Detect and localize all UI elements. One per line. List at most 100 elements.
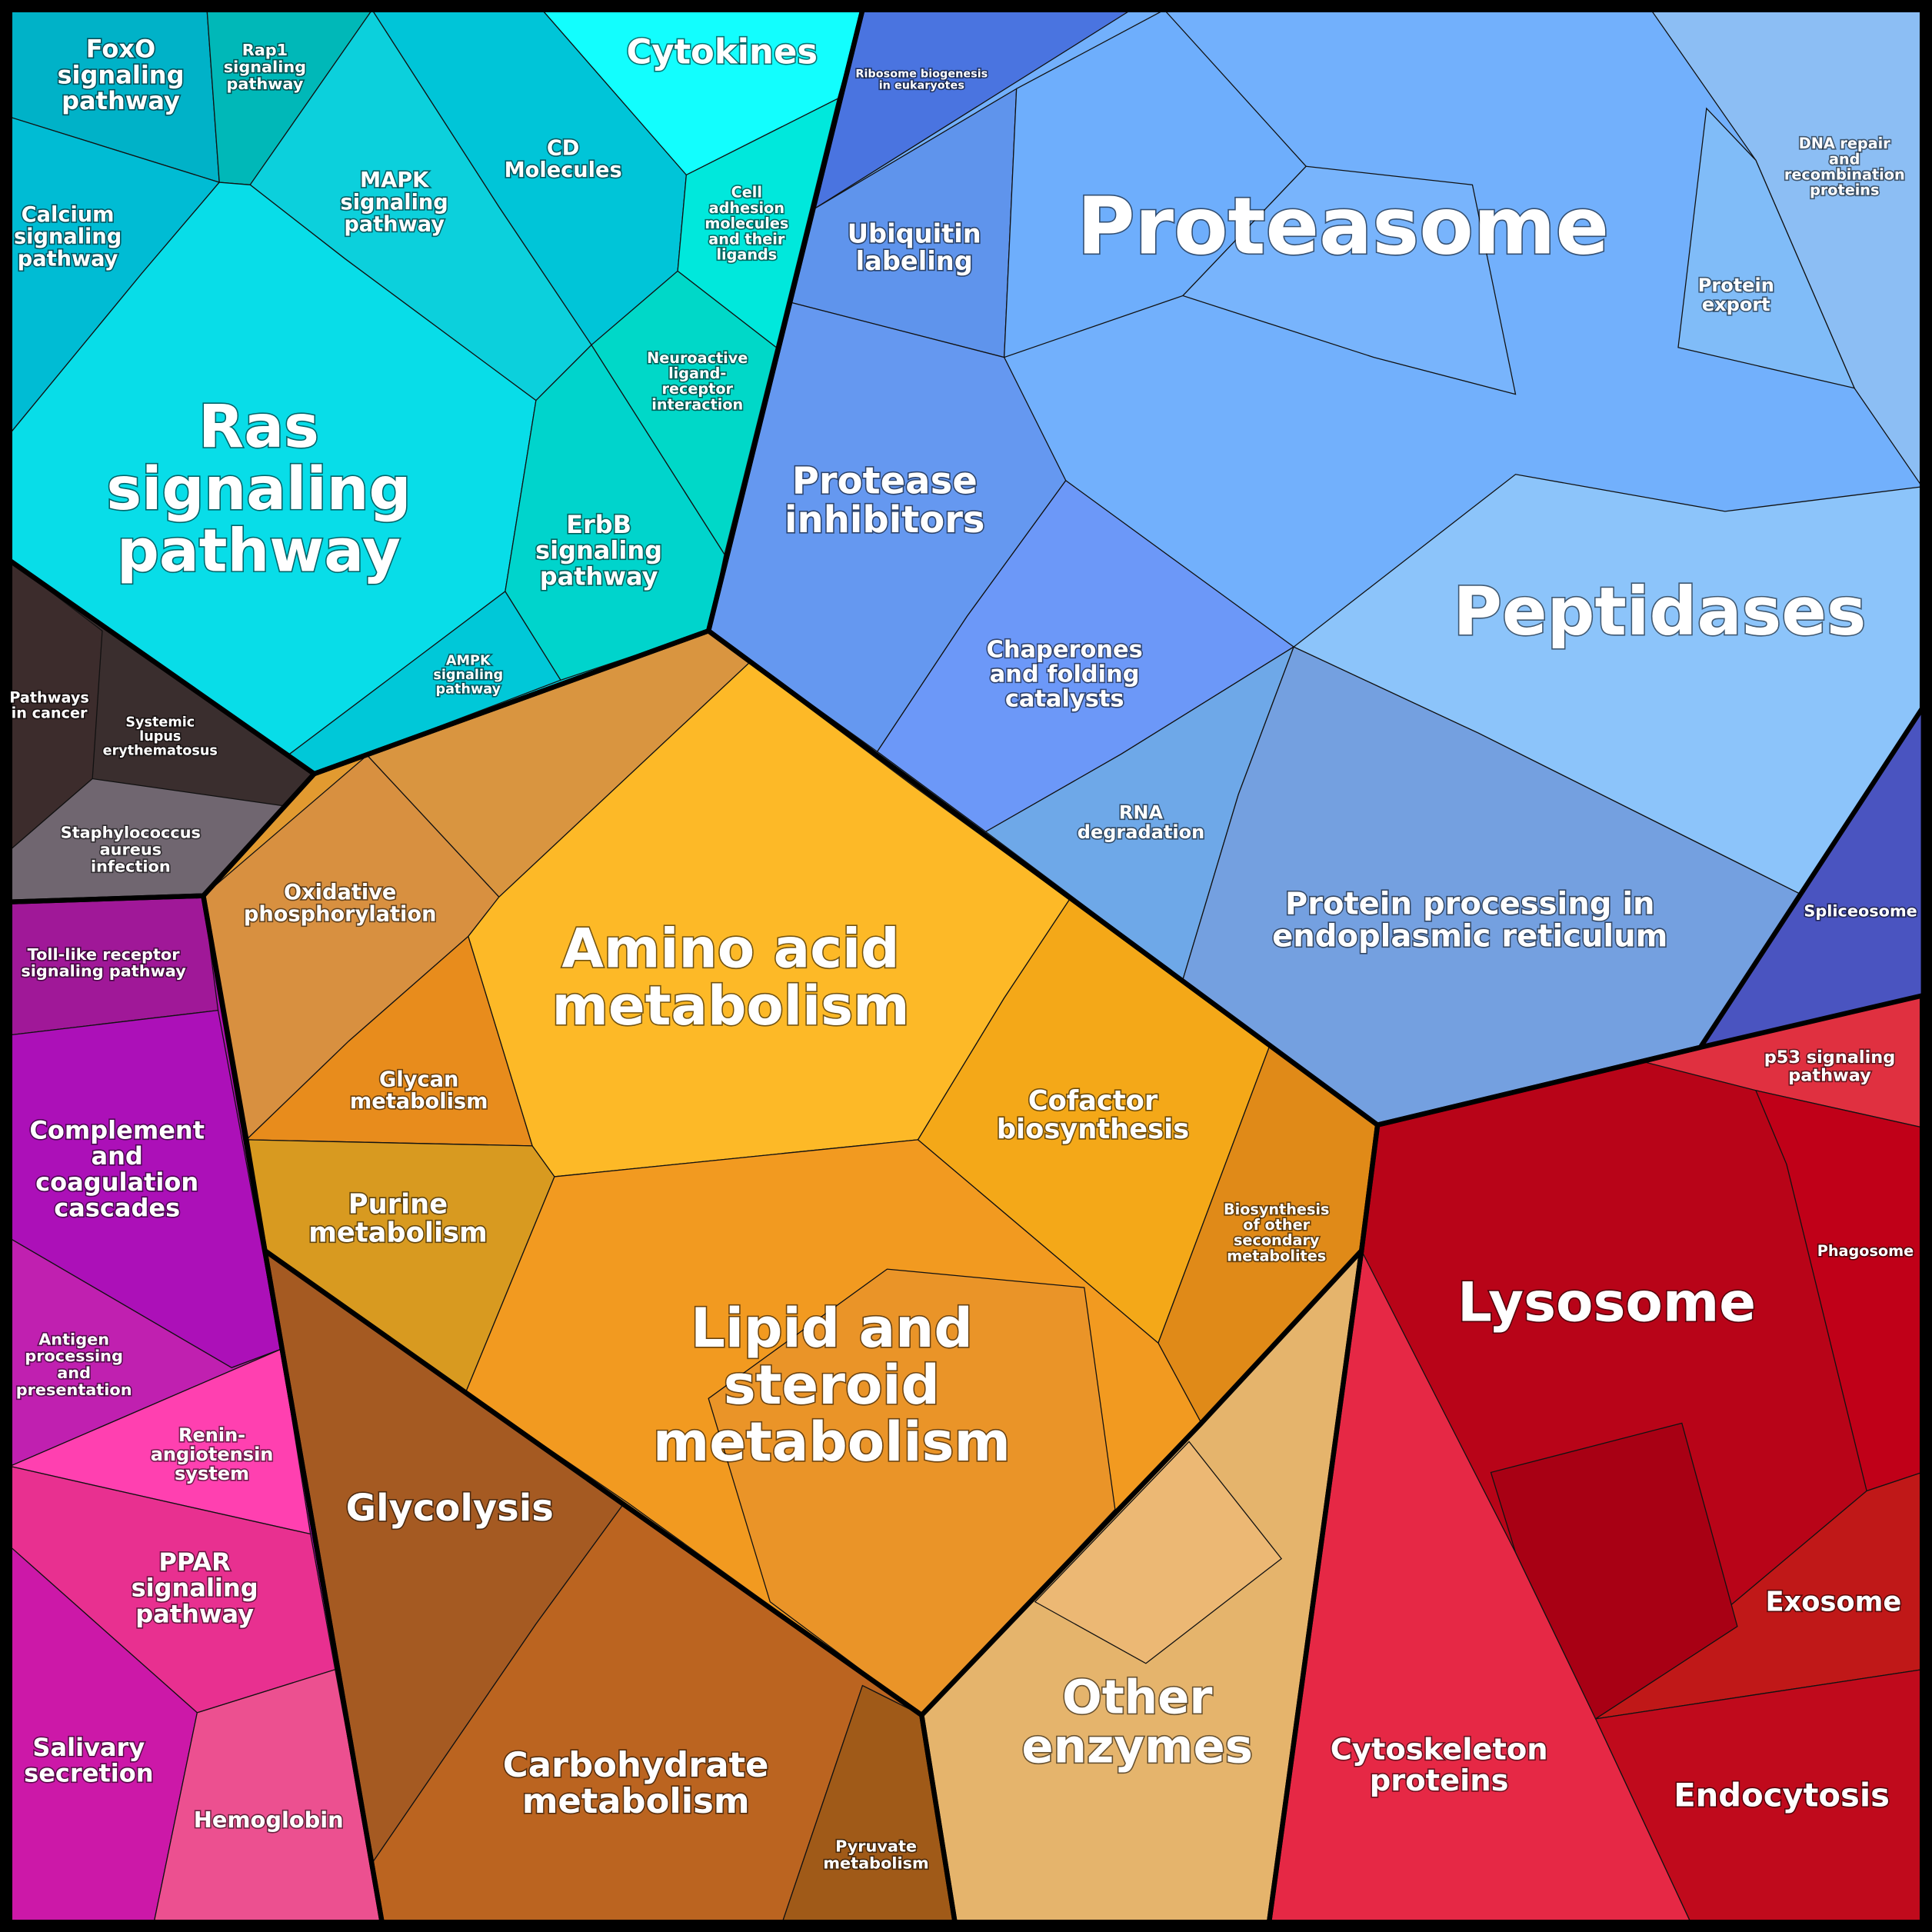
cell bbox=[1181, 165, 1517, 395]
region-label: and bbox=[92, 1141, 143, 1171]
region-label: degradation bbox=[1078, 821, 1204, 843]
region-label: PPAR bbox=[158, 1547, 231, 1577]
region-label: interaction bbox=[651, 395, 743, 413]
region-label: cascades bbox=[54, 1193, 180, 1222]
region-label: Spliceosome bbox=[1804, 902, 1917, 921]
region-label: ligand- bbox=[668, 365, 726, 382]
region-label: secondary bbox=[1234, 1231, 1320, 1249]
region-label: Ribosome biogenesis bbox=[855, 68, 988, 81]
region-label: Systemic bbox=[125, 715, 195, 731]
region-label: pathway bbox=[117, 518, 401, 586]
region-label: of other bbox=[1243, 1216, 1310, 1234]
cells bbox=[8, 8, 1923, 1923]
region-label: Peptidases bbox=[1453, 574, 1866, 651]
region-label: metabolism bbox=[653, 1411, 1011, 1474]
region-label: signaling bbox=[132, 1574, 258, 1603]
region-label: Renin- bbox=[178, 1424, 245, 1446]
region-label: pathway bbox=[1788, 1066, 1871, 1086]
region-label: secretion bbox=[24, 1759, 153, 1788]
region-label: Hemoglobin bbox=[194, 1807, 344, 1833]
region-label: steroid bbox=[724, 1354, 940, 1417]
region-label: coagulation bbox=[35, 1168, 198, 1197]
region-label: Ubiquitin bbox=[848, 218, 981, 248]
region-label: Ras bbox=[198, 393, 319, 461]
cell bbox=[1677, 107, 1856, 389]
region-label: receptor bbox=[661, 380, 733, 398]
region-label: processing bbox=[25, 1347, 123, 1365]
region-label: and folding bbox=[990, 661, 1140, 688]
region-label: DNA repair bbox=[1799, 135, 1890, 152]
labels: FoxOsignalingpathwayRap1signalingpathway… bbox=[8, 30, 1919, 1874]
region-label: Neuroactive bbox=[647, 349, 748, 367]
region-label: Carbohydrate bbox=[503, 1744, 769, 1785]
region-label: signaling bbox=[341, 191, 448, 215]
region-label: pathway bbox=[540, 561, 658, 591]
region-label: Pathways bbox=[9, 688, 89, 706]
region-label: AMPK bbox=[446, 653, 491, 668]
region-label: erythematosus bbox=[103, 744, 218, 759]
region-label: metabolism bbox=[350, 1090, 488, 1114]
region-label: Protease bbox=[792, 459, 978, 502]
region-label: lupus bbox=[139, 729, 181, 744]
region-label: biosynthesis bbox=[997, 1114, 1189, 1145]
region-label: pathway bbox=[436, 681, 501, 697]
region-label: Cytoskeleton bbox=[1331, 1733, 1548, 1767]
cell bbox=[708, 1268, 1116, 1716]
region-label: MAPK bbox=[360, 168, 429, 192]
region-label: and bbox=[57, 1364, 91, 1382]
cell bbox=[1034, 1441, 1283, 1664]
region-label: Antigen bbox=[38, 1330, 109, 1348]
region-label: Salivary bbox=[32, 1733, 145, 1762]
region-label: pathway bbox=[62, 86, 180, 115]
region-label: Protein processing in bbox=[1285, 886, 1655, 921]
region-label: and bbox=[1829, 150, 1860, 168]
region-label: export bbox=[1702, 294, 1770, 315]
region-label: Calcium bbox=[22, 203, 115, 227]
region-label: signaling bbox=[14, 225, 122, 249]
region-label: CD bbox=[547, 136, 580, 160]
region-label: Biosynthesis bbox=[1224, 1201, 1329, 1218]
region-label: Complement bbox=[29, 1115, 205, 1144]
region-label: recombination bbox=[1784, 165, 1905, 183]
region-label: Glycan bbox=[379, 1068, 458, 1092]
region-label: Cell bbox=[731, 184, 762, 202]
region-label: Amino acid bbox=[561, 918, 899, 981]
region-label: Staphylococcus bbox=[61, 824, 201, 842]
region-label: infection bbox=[91, 857, 171, 875]
region-label: Lipid and bbox=[691, 1297, 973, 1360]
region-label: signaling bbox=[224, 58, 306, 76]
region-label: presentation bbox=[16, 1381, 132, 1399]
region-label: signaling pathway bbox=[21, 962, 186, 981]
region-label: metabolism bbox=[522, 1780, 750, 1821]
region-label: Glycolysis bbox=[346, 1487, 554, 1530]
region-label: endoplasmic reticulum bbox=[1272, 918, 1667, 954]
region-label: ligands bbox=[716, 245, 777, 263]
region-label: FoxO bbox=[86, 35, 155, 64]
region-label: and their bbox=[708, 230, 785, 248]
region-label: Protein bbox=[1698, 275, 1774, 296]
region-label: metabolism bbox=[308, 1217, 488, 1249]
region-label: angiotensin bbox=[151, 1444, 274, 1465]
region-label: proteins bbox=[1370, 1764, 1509, 1798]
region-label: aureus bbox=[100, 840, 162, 858]
region-label: Molecules bbox=[505, 158, 622, 182]
region-label: pathway bbox=[135, 1599, 254, 1628]
region-label: Pyruvate bbox=[835, 1837, 917, 1856]
region-label: Other bbox=[1062, 1670, 1212, 1724]
region-label: enzymes bbox=[1021, 1719, 1253, 1774]
region-label: in eukaryotes bbox=[879, 80, 964, 92]
region-label: proteins bbox=[1810, 182, 1879, 199]
region-label: molecules bbox=[705, 215, 788, 232]
region-label: p53 signaling bbox=[1764, 1048, 1896, 1068]
region-label: inhibitors bbox=[784, 498, 984, 541]
region-label: RNA bbox=[1119, 802, 1164, 824]
region-label: Exosome bbox=[1765, 1586, 1901, 1617]
region-label: ErbB bbox=[566, 510, 631, 539]
region-label: Lysosome bbox=[1457, 1271, 1756, 1334]
region-label: pathway bbox=[344, 212, 445, 236]
region-label: Purine bbox=[348, 1189, 448, 1221]
region-label: signaling bbox=[535, 536, 662, 565]
